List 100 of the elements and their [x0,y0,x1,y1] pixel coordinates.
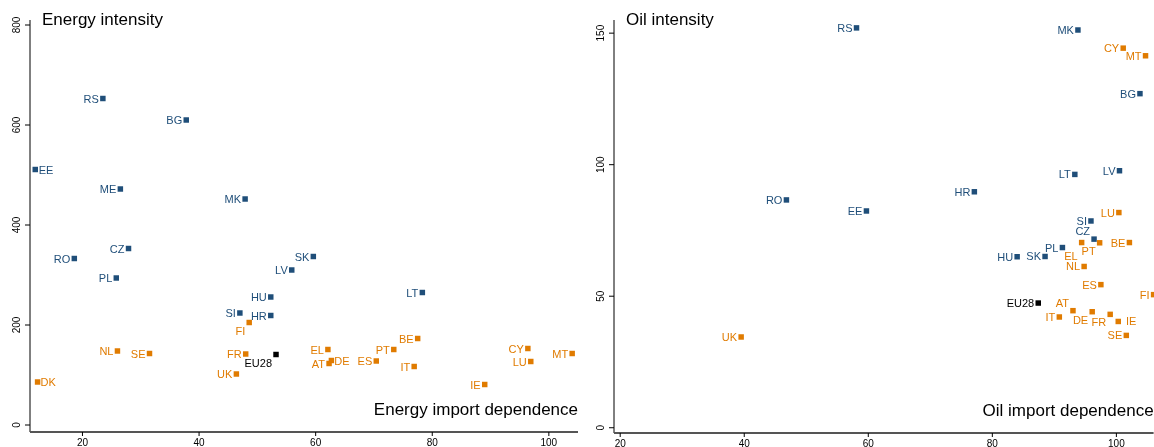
annotation: DK [40,376,57,388]
point [34,379,41,385]
point [569,350,575,357]
point [1137,90,1143,97]
point [325,346,331,353]
x-tick-label: 20 [614,438,627,447]
point [1116,209,1122,216]
point [1120,45,1126,51]
annotation: CZ [109,242,125,255]
chart-title: Oil intensity [626,10,715,29]
annotation: BE [1110,236,1126,249]
annotation: PT [375,343,391,356]
annotation: MK [224,193,242,205]
point [1075,27,1081,33]
point [273,351,279,358]
annotation: EU28 [244,356,273,369]
point [117,186,124,192]
annotation: EE [38,163,54,176]
annotation: EL [1064,249,1078,262]
annotation: SE [1107,329,1123,342]
annotation: LT [1058,168,1072,181]
point [783,197,790,203]
annotation: EL [310,343,324,356]
annotation: RS [837,21,853,34]
point [391,346,397,353]
y-tick-label: 800 [11,16,22,34]
y-tick-label: 50 [595,290,606,302]
point [233,371,240,377]
annotation: MT [552,347,569,360]
annotation: IE [1126,315,1137,328]
y-tick-label: 600 [11,116,22,134]
x-tick-label: 40 [738,438,751,447]
annotation: UK [721,330,738,343]
annotation: EU28 [1006,297,1035,310]
point [971,189,978,195]
annotation: HU [250,291,267,303]
x-tick-label: 60 [862,438,875,447]
x-tick-label: 40 [193,437,206,447]
annotation: LU [1100,206,1115,219]
x-tick-label: 80 [426,437,439,447]
annotation: HU [997,250,1014,263]
annotation: FR [1091,316,1107,329]
annotation: BE [398,332,414,345]
annotation: LV [275,264,289,276]
point [237,310,243,316]
y-tick-label: 0 [11,421,22,428]
annotation: ES [1082,278,1097,291]
annotation: SK [1026,250,1042,263]
annotation: SI [1076,214,1087,227]
point [289,267,295,273]
annotation: IE [470,378,481,391]
annotation: LV [1102,164,1117,177]
annotation: CY [1103,42,1120,55]
x-tick-label: 60 [310,437,322,447]
point [1035,300,1041,306]
annotation: CY [508,342,525,355]
point [1142,53,1149,59]
point [863,208,870,214]
annotation: DE [334,354,350,367]
point [1070,307,1076,314]
annotation: SI [225,307,236,319]
annotation: AT [311,357,326,370]
annotation: ES [357,355,373,367]
annotation: NL [99,345,114,357]
annotation: UK [217,368,234,380]
point [1088,218,1094,224]
annotation: HR [954,185,971,198]
annotation: DE [1072,313,1089,326]
annotation: RO [53,252,71,265]
point [1081,263,1087,270]
point [1014,254,1020,260]
y-tick-label: 150 [595,24,606,42]
annotation: IT [400,360,411,373]
annotation: LT [406,286,419,299]
point [242,351,249,357]
point [1107,311,1113,318]
point [1072,171,1078,178]
point [268,294,274,300]
point [1056,314,1063,320]
annotation: PL [98,272,113,284]
point [1042,253,1048,260]
point [1091,236,1097,242]
x-tick-label: 20 [76,437,89,447]
annotation: HR [250,309,267,322]
annotation: BG [1120,87,1136,100]
point [853,25,860,31]
annotation: ME [99,183,117,195]
point [242,196,248,202]
annotation: FR [227,348,242,360]
annotation: LU [512,355,527,368]
annotation: SE [130,347,146,360]
annotation: SK [294,250,310,263]
y-tick-label: 200 [11,316,22,334]
chart-title: Energy intensity [42,10,164,29]
annotation: PT [1081,244,1096,257]
x-tick-label: 80 [986,438,999,447]
point [268,312,274,319]
x-axis-title: Energy import dependence [373,400,578,419]
point [114,348,121,354]
annotation: FI [1139,288,1150,301]
